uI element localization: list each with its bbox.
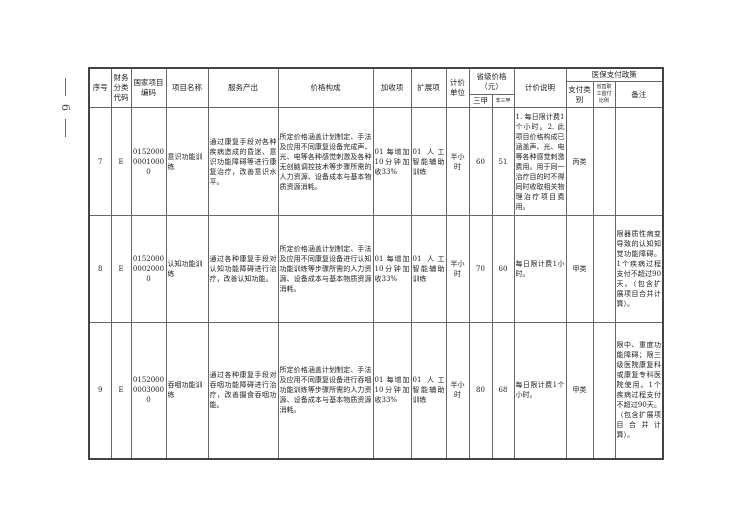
cell-ratio bbox=[592, 322, 616, 459]
cell-p1: 80 bbox=[468, 322, 493, 459]
cell-surcharge: 01 每增加10分钟加收33% bbox=[372, 322, 412, 459]
cell-note: 1. 每日限计费1个小时。2. 此项目价格构成已涵盖声、光、电等各种感觉刺激费用… bbox=[513, 107, 567, 216]
cell-name: 意识功能训练 bbox=[165, 107, 209, 216]
page-number: 6 bbox=[58, 78, 72, 148]
cell-note: 每日限计费1小时。 bbox=[513, 215, 567, 323]
cell-output: 通过康复手段对各种疾病造成的昏迷、意识功能障碍等进行康复治疗，改善意识水平。 bbox=[207, 107, 279, 216]
cell-class: 甲类 bbox=[565, 322, 594, 459]
table-row: 8 E 015200000020000 认知功能训练 通过各种康复手段对认知功能障碍进行… bbox=[88, 215, 664, 323]
cell-note: 每日限计费1个小时。 bbox=[513, 322, 567, 459]
cell-unit: 半小时 bbox=[445, 322, 470, 459]
divider bbox=[64, 119, 66, 137]
cell-p2: 60 bbox=[491, 215, 515, 323]
cell-fin: E bbox=[110, 322, 132, 459]
cell-code: 015200000020000 bbox=[130, 215, 167, 323]
cell-remark: 限中、重度功能障碍；限三级医院康复科或康复专科医院使用。1个疾病过程支付不超过9… bbox=[614, 322, 664, 459]
cell-code: 015200000010000 bbox=[130, 107, 167, 216]
cell-price: 所定价格涵盖计划制定、手法及应用不同康复设备进行吞咽功能训练等步骤所需的人力资源… bbox=[277, 322, 374, 459]
header-prov-price: 省级价格（元） bbox=[468, 67, 515, 95]
table-row: 7 E 015200000010000 意识功能训练 通过康复手段对各种疾病造成的昏迷、… bbox=[88, 107, 664, 216]
cell-fin: E bbox=[110, 107, 132, 216]
cell-output: 通过各种康复手段对吞咽功能障碍进行治疗，改善摄食吞咽功能。 bbox=[207, 322, 279, 459]
cell-ratio bbox=[592, 215, 616, 323]
header-seq: 序号 bbox=[88, 67, 112, 108]
header-tier3a: 三甲 bbox=[468, 94, 493, 108]
header-extension: 扩展项 bbox=[410, 67, 447, 108]
cell-remark: 限器质性病变导致的认知知觉功能障碍。1个疾病过程支付不超过90天。（包含扩展项目… bbox=[614, 215, 664, 323]
cell-fin: E bbox=[110, 215, 132, 323]
cell-unit: 半小时 bbox=[445, 215, 470, 323]
cell-unit: 半小时 bbox=[445, 107, 470, 216]
header-nat-code: 国家项目编码 bbox=[130, 67, 167, 108]
cell-surcharge: 01 每增加10分钟加收33% bbox=[372, 107, 412, 216]
cell-p1: 60 bbox=[468, 107, 493, 216]
header-pay-class: 支付类别 bbox=[565, 81, 594, 108]
cell-seq: 8 bbox=[88, 215, 112, 323]
header-fin-code: 财务分类代码 bbox=[110, 67, 132, 108]
cell-name: 吞咽功能训练 bbox=[165, 322, 209, 459]
cell-seq: 7 bbox=[88, 107, 112, 216]
divider bbox=[64, 78, 66, 96]
table-row: 9 E 015200000030000 吞咽功能训练 通过各种康复手段对吞咽功能障碍进行… bbox=[88, 322, 664, 459]
cell-ext: 01 人工智能辅助训练 bbox=[410, 215, 447, 323]
header-price-note: 计价说明 bbox=[513, 67, 567, 108]
cell-name: 认知功能训练 bbox=[165, 215, 209, 323]
cell-p1: 70 bbox=[468, 215, 493, 323]
cell-code: 015200000030000 bbox=[130, 322, 167, 459]
header-surcharge: 加收项 bbox=[372, 67, 412, 108]
cell-p2: 68 bbox=[491, 322, 515, 459]
header-prov-ratio: 省直职工首付比例 bbox=[592, 81, 616, 108]
header-non3a: 非三甲 bbox=[491, 94, 515, 108]
cell-class: 丙类 bbox=[565, 107, 594, 216]
header-remark: 备注 bbox=[614, 81, 664, 108]
header-unit: 计价单位 bbox=[445, 67, 470, 108]
pricing-table: 序号 财务分类代码 国家项目编码 项目名称 服务产出 价格构成 加收项 扩展项 … bbox=[88, 67, 665, 460]
cell-ext: 01 人工智能辅助训练 bbox=[410, 107, 447, 216]
cell-surcharge: 01 每增加10分钟加收33% bbox=[372, 215, 412, 323]
cell-p2: 51 bbox=[491, 107, 515, 216]
cell-price: 所定价格涵盖计划制定、手法及应用不同康复设备进行认知功能训练等步骤所需的人力资源… bbox=[277, 215, 374, 323]
cell-price: 所定价格涵盖计划制定、手法及应用不同康复设备完成声、光、电等各种感觉刺激及各种无… bbox=[277, 107, 374, 216]
cell-output: 通过各种康复手段对认知功能障碍进行治疗，改善认知功能。 bbox=[207, 215, 279, 323]
header-output: 服务产出 bbox=[207, 67, 279, 108]
cell-seq: 9 bbox=[88, 322, 112, 459]
header-price-comp: 价格构成 bbox=[277, 67, 374, 108]
header-name: 项目名称 bbox=[165, 67, 209, 108]
cell-ratio bbox=[592, 107, 616, 216]
header-insurance: 医保支付政策 bbox=[565, 67, 664, 82]
cell-ext: 01 人工智能辅助训练 bbox=[410, 322, 447, 459]
cell-class: 甲类 bbox=[565, 215, 594, 323]
cell-remark bbox=[614, 107, 664, 216]
